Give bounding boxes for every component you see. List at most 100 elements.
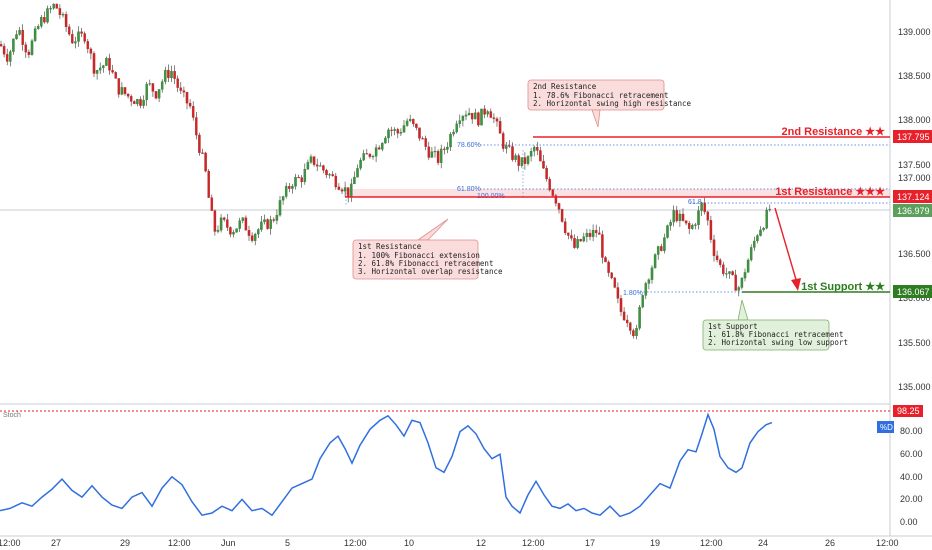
x-tick-11: 19 xyxy=(650,538,660,548)
fib-label-support: 1.80% xyxy=(623,290,643,297)
stoch-title: Stoch xyxy=(3,412,21,419)
candle-body xyxy=(458,120,462,124)
stoch-tick-40: 40.00 xyxy=(900,472,923,482)
candle-body xyxy=(309,156,313,163)
candle-body xyxy=(594,230,598,234)
candle-body xyxy=(489,111,493,118)
x-tick-4: Jun xyxy=(221,538,236,548)
first-support-note-title: 1st Support xyxy=(708,322,758,331)
stoch-axis[interactable]: 80.00 60.00 40.00 20.00 0.00 xyxy=(900,426,923,527)
candle-body xyxy=(129,96,133,102)
candle-body xyxy=(288,186,291,189)
candle-body xyxy=(232,232,235,235)
candle-body xyxy=(579,239,582,242)
candle-body xyxy=(167,69,170,79)
candle-body xyxy=(576,239,579,248)
candle-body xyxy=(455,123,458,133)
candle-body xyxy=(452,131,455,135)
candle-body xyxy=(433,151,437,153)
candle-body xyxy=(619,298,623,313)
candle-body xyxy=(480,108,483,126)
candle-body xyxy=(222,217,226,220)
x-tick-2: 29 xyxy=(120,538,130,548)
candle-body xyxy=(474,112,477,120)
first-support-note-line2: 2. Horizontal swing low support xyxy=(708,338,848,347)
candle-body xyxy=(343,187,347,192)
candle-body xyxy=(40,17,43,27)
x-tick-8: 12 xyxy=(476,538,486,548)
candle-body xyxy=(412,118,415,125)
candle-body xyxy=(641,295,644,308)
candle-body xyxy=(632,330,635,337)
candle-body xyxy=(443,148,446,150)
candle-body xyxy=(563,221,567,234)
candle-body xyxy=(399,132,403,134)
candle-body xyxy=(322,165,325,171)
candle-body xyxy=(210,197,214,211)
candle-body xyxy=(297,177,300,179)
candle-body xyxy=(207,170,210,198)
candle-body xyxy=(61,14,65,16)
candle-body xyxy=(436,151,440,163)
candle-body xyxy=(64,14,68,28)
candle-body xyxy=(517,155,520,166)
candle-body xyxy=(67,26,71,35)
candle-body xyxy=(718,259,722,265)
candle-body xyxy=(492,117,496,119)
candle-body xyxy=(2,45,6,55)
candle-body xyxy=(359,159,362,169)
candle-body xyxy=(157,89,161,99)
resistance-zone xyxy=(345,189,890,197)
stoch-tick-60: 60.00 xyxy=(900,449,923,459)
second-resistance-label: 2nd Resistance ★★ xyxy=(782,126,886,138)
candle-body xyxy=(672,210,675,223)
candle-body xyxy=(644,283,648,296)
candle-body xyxy=(195,117,198,136)
candle-body xyxy=(43,17,46,23)
candle-body xyxy=(545,168,548,180)
candle-body xyxy=(607,261,610,273)
time-axis[interactable]: 12:00 27 29 12:00 Jun 5 12:00 10 12 12:0… xyxy=(0,538,899,548)
candle-body xyxy=(260,221,263,230)
candle-body xyxy=(356,168,359,178)
candle-body xyxy=(126,93,130,97)
candle-body xyxy=(647,279,651,284)
second-resistance-note-line1: 1. 78.6% Fibonacci retracement xyxy=(533,91,668,100)
candle-body xyxy=(216,229,220,232)
stoch-d-tag: %D xyxy=(877,421,894,433)
stoch-tick-20: 20.00 xyxy=(900,494,923,504)
candle-body xyxy=(532,146,536,152)
candle-body xyxy=(393,129,396,131)
x-tick-5: 5 xyxy=(285,538,290,548)
first-resistance-note-line2: 2. 61.8% Fibonacci retracement xyxy=(358,259,493,268)
first-support-note[interactable]: 1st Support 1. 61.8% Fibonacci retraceme… xyxy=(702,299,848,351)
candle-body xyxy=(281,196,285,201)
candle-body xyxy=(666,225,669,238)
candle-body xyxy=(353,176,356,185)
candle-body xyxy=(52,3,55,9)
candle-body xyxy=(554,195,558,204)
second-resistance-note[interactable]: 2nd Resistance 1. 78.6% Fibonacci retrac… xyxy=(527,79,692,128)
candle-body xyxy=(337,186,341,190)
candle-body xyxy=(529,151,533,157)
first-resistance-note-line1: 1. 100% Fibonacci extension xyxy=(358,251,480,260)
candle-body xyxy=(0,44,3,47)
candle-body xyxy=(560,209,564,222)
candle-body xyxy=(105,58,108,66)
x-tick-7: 10 xyxy=(404,538,414,548)
y-tick-138500: 138.500 xyxy=(898,71,931,81)
candle-body xyxy=(427,146,431,158)
candle-body xyxy=(439,148,443,163)
second-resistance-note-title: 2nd Resistance xyxy=(533,82,597,91)
candle-body xyxy=(430,151,434,158)
candle-body xyxy=(697,210,700,225)
candle-body xyxy=(501,133,505,149)
candle-body xyxy=(622,311,626,321)
first-resistance-note-title: 1st Resistance xyxy=(358,242,422,251)
candle-body xyxy=(362,153,365,161)
candle-body xyxy=(421,138,424,140)
candle-body xyxy=(291,186,294,189)
first-resistance-note[interactable]: 1st Resistance 1. 100% Fibonacci extensi… xyxy=(352,218,503,280)
candle-body xyxy=(405,120,409,126)
